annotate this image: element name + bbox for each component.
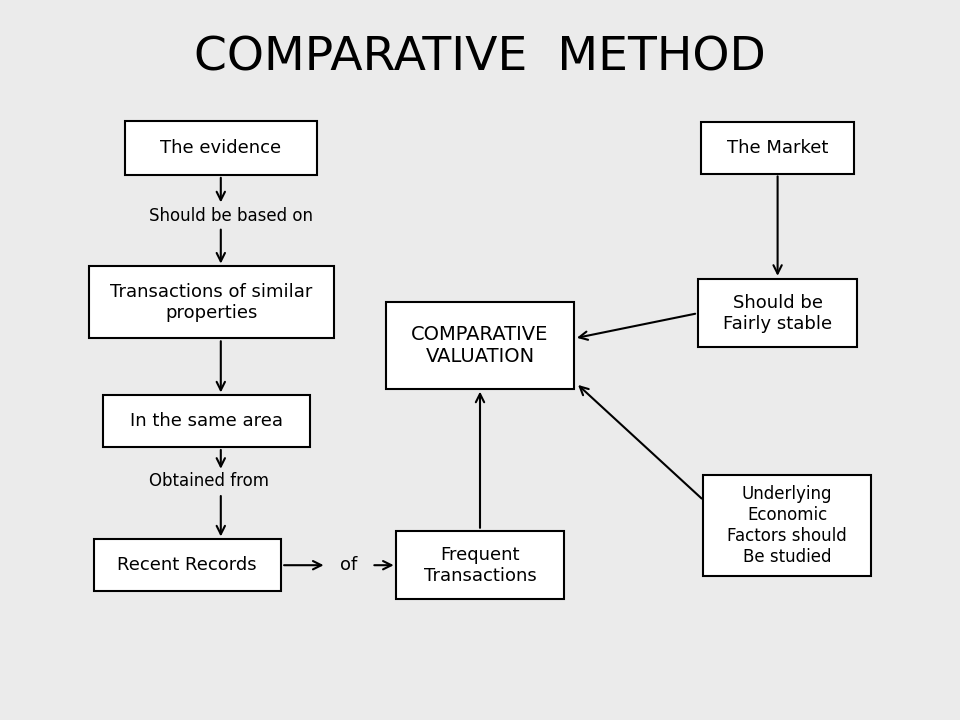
FancyBboxPatch shape	[88, 266, 334, 338]
Text: Frequent
Transactions: Frequent Transactions	[423, 546, 537, 585]
Text: Should be
Fairly stable: Should be Fairly stable	[723, 294, 832, 333]
FancyBboxPatch shape	[94, 539, 280, 591]
Text: Underlying
Economic
Factors should
Be studied: Underlying Economic Factors should Be st…	[728, 485, 847, 566]
Text: The evidence: The evidence	[160, 138, 281, 157]
Text: COMPARATIVE  METHOD: COMPARATIVE METHOD	[194, 35, 766, 80]
FancyBboxPatch shape	[396, 531, 564, 599]
FancyBboxPatch shape	[699, 279, 857, 348]
Text: Should be based on: Should be based on	[149, 207, 313, 225]
Text: In the same area: In the same area	[130, 412, 283, 430]
FancyBboxPatch shape	[386, 302, 573, 389]
FancyBboxPatch shape	[125, 120, 317, 174]
Text: Transactions of similar
properties: Transactions of similar properties	[110, 283, 312, 322]
Text: Recent Records: Recent Records	[117, 556, 257, 575]
Text: COMPARATIVE
VALUATION: COMPARATIVE VALUATION	[411, 325, 549, 366]
Text: Obtained from: Obtained from	[149, 472, 269, 490]
FancyBboxPatch shape	[104, 395, 309, 447]
FancyBboxPatch shape	[703, 475, 871, 576]
FancyBboxPatch shape	[701, 122, 854, 174]
Text: of: of	[340, 556, 357, 575]
Text: The Market: The Market	[727, 138, 828, 157]
